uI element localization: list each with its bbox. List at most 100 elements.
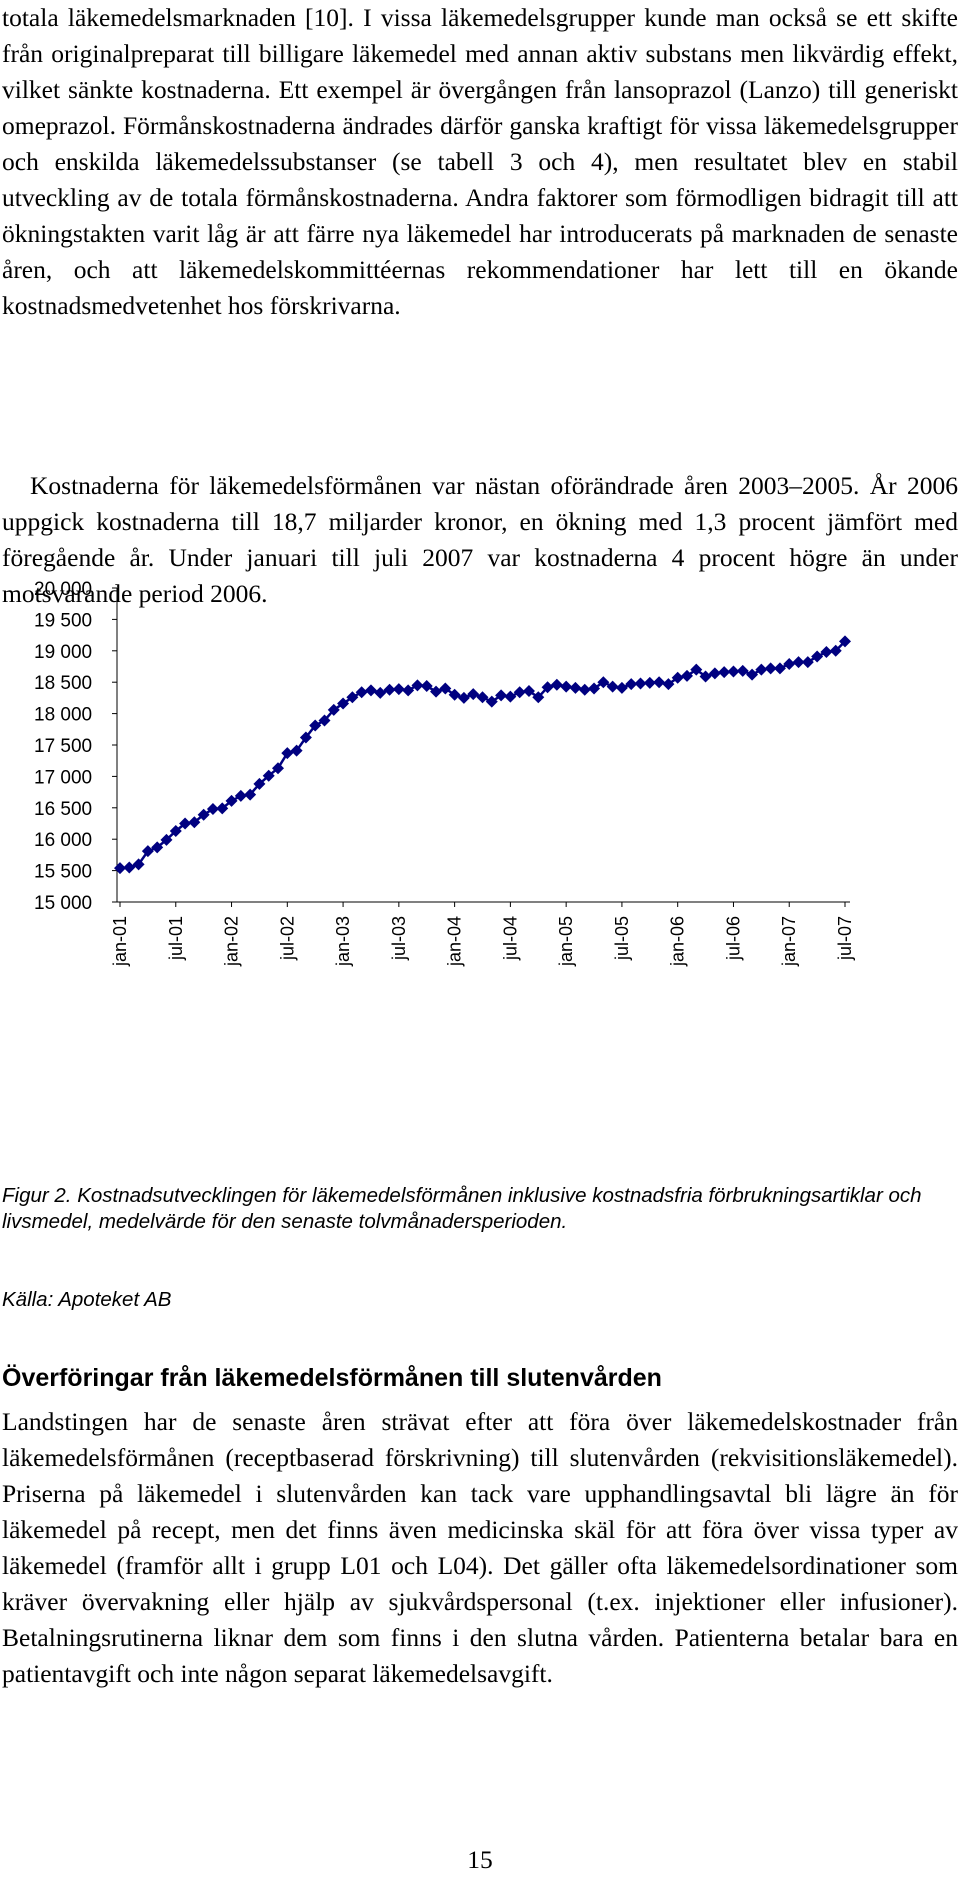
data-point-marker xyxy=(337,697,350,710)
body-paragraph-2-text: Kostnaderna för läkemedelsförmånen var n… xyxy=(2,471,958,608)
data-point-marker xyxy=(727,665,740,678)
data-point-marker xyxy=(736,664,749,677)
data-point-marker xyxy=(485,695,498,708)
data-point-marker xyxy=(588,682,601,695)
data-point-marker xyxy=(309,719,322,732)
data-point-marker xyxy=(532,691,545,704)
data-point-marker xyxy=(662,678,675,691)
data-point-marker xyxy=(495,689,508,702)
data-point-marker xyxy=(718,666,731,679)
data-point-marker xyxy=(114,862,126,875)
data-point-marker xyxy=(197,808,210,821)
data-point-marker xyxy=(746,668,759,681)
data-point-marker xyxy=(560,680,573,693)
y-tick-label: 15 500 xyxy=(34,862,92,883)
y-tick-label: 19 000 xyxy=(34,642,92,663)
body-paragraph-1: totala läkemedelsmarknaden [10]. I vissa… xyxy=(2,3,958,320)
data-point-marker xyxy=(141,845,154,858)
data-point-marker xyxy=(634,677,647,690)
body-paragraph-2: Kostnaderna för läkemedelsförmånen var n… xyxy=(2,468,958,612)
data-point-marker xyxy=(355,686,368,699)
y-tick-label: 15 000 xyxy=(34,893,92,914)
data-point-marker xyxy=(448,688,461,701)
body-paragraph-3: Landstingen har de senaste åren strävat … xyxy=(2,1407,958,1688)
data-point-marker xyxy=(179,817,192,830)
data-point-marker xyxy=(504,690,517,703)
y-tick-label: 17 500 xyxy=(34,736,92,757)
x-tick-label: jan-06 xyxy=(668,916,688,967)
y-axis-tick-labels: 15 000 15 500 16 000 16 500 17 000 17 500 18 0… xyxy=(34,579,117,914)
data-point-marker xyxy=(829,644,842,657)
data-point-marker xyxy=(188,816,201,829)
x-tick-label: jan-03 xyxy=(333,916,353,967)
data-point-marker xyxy=(457,691,470,704)
data-point-marker xyxy=(216,802,229,815)
data-point-marker xyxy=(132,858,145,871)
data-point-marker xyxy=(755,663,768,676)
data-point-marker xyxy=(374,686,387,699)
data-point-marker xyxy=(151,841,164,854)
section-heading: Överföringar från läkemedelsförmånen til… xyxy=(2,1364,662,1392)
x-tick-label: jul-07 xyxy=(835,916,855,961)
data-point-marker xyxy=(522,684,535,697)
data-point-marker xyxy=(839,635,851,648)
data-point-marker xyxy=(783,657,796,670)
data-point-marker xyxy=(392,683,405,696)
y-tick-label: 17 000 xyxy=(34,767,92,788)
x-tick-label: jul-05 xyxy=(612,916,632,961)
data-point-marker xyxy=(411,679,424,692)
figure-caption: Figur 2. Kostnadsutvecklingen för läkeme… xyxy=(2,1184,922,1233)
data-point-marker xyxy=(680,669,693,682)
y-tick-label: 18 000 xyxy=(34,705,92,726)
data-point-marker xyxy=(653,676,666,689)
data-point-marker xyxy=(597,676,610,689)
x-tick-label: jan-07 xyxy=(779,916,799,967)
data-point-marker xyxy=(467,688,480,701)
data-point-marker xyxy=(346,691,359,704)
data-point-marker xyxy=(476,691,489,704)
data-point-marker xyxy=(615,681,628,694)
data-point-marker xyxy=(773,662,786,675)
data-point-marker xyxy=(420,679,433,692)
page-number: 15 xyxy=(467,1845,493,1874)
data-point-marker xyxy=(225,794,238,807)
data-point-marker xyxy=(169,825,182,838)
data-point-marker xyxy=(430,685,443,698)
data-point-marker xyxy=(569,681,582,694)
cost-line-chart: 15 000 15 500 16 000 16 500 17 000 17 500 18 0… xyxy=(34,579,855,967)
data-point-marker xyxy=(671,671,684,684)
data-point-marker xyxy=(290,744,303,757)
data-point-marker xyxy=(244,788,257,801)
data-point-marker xyxy=(206,803,219,816)
y-tick-label: 20 000 xyxy=(34,579,92,600)
data-point-marker xyxy=(262,769,275,782)
series-line xyxy=(119,640,846,870)
data-point-marker xyxy=(318,714,331,727)
data-point-marker xyxy=(383,683,396,696)
data-point-marker xyxy=(606,680,619,693)
data-point-marker xyxy=(272,762,285,775)
data-point-marker xyxy=(234,789,247,802)
data-point-marker xyxy=(327,703,340,716)
x-axis-tick-labels: jan-01 jul-01 jan-02 jul-02 jan-03 jul-03 jan-… xyxy=(110,902,855,967)
x-tick-label: jul-06 xyxy=(723,916,743,961)
x-tick-label: jan-05 xyxy=(556,916,576,967)
x-tick-label: jul-01 xyxy=(166,916,186,961)
data-point-marker xyxy=(643,676,656,689)
data-point-marker xyxy=(764,662,777,675)
x-tick-label: jul-02 xyxy=(277,916,297,961)
data-point-marker xyxy=(578,683,591,696)
data-point-marker xyxy=(439,682,452,695)
y-tick-label: 16 500 xyxy=(34,799,92,820)
data-point-marker xyxy=(708,667,721,680)
data-point-marker xyxy=(550,678,563,691)
data-point-marker xyxy=(513,686,526,699)
y-tick-label: 16 000 xyxy=(34,830,92,851)
x-tick-label: jan-04 xyxy=(445,916,465,967)
data-point-marker xyxy=(820,646,833,659)
data-point-marker xyxy=(699,670,712,683)
data-point-marker xyxy=(811,650,824,663)
x-tick-label: jul-03 xyxy=(389,916,409,961)
data-point-marker xyxy=(541,681,554,694)
data-point-marker xyxy=(253,777,266,790)
